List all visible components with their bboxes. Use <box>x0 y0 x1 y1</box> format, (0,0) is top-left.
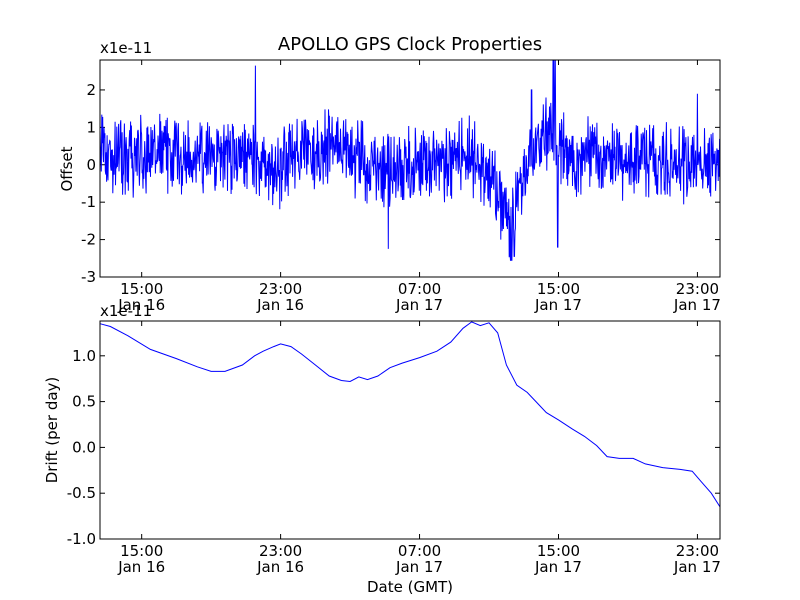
offset-line <box>99 59 721 261</box>
drift-x-label: Date (GMT) <box>367 578 453 596</box>
drift-y-multiplier: x1e-11 <box>100 302 152 320</box>
offset-x-tick-date: Jan 17 <box>534 296 582 314</box>
drift-plot-frame <box>99 320 721 540</box>
offset-y-multiplier: x1e-11 <box>100 39 152 57</box>
offset-plot-frame <box>99 59 721 278</box>
drift-y-label: Drift (per day) <box>43 377 61 484</box>
offset-y-tick-label: -3 <box>81 268 96 286</box>
drift-y-tick-label: 0.0 <box>72 438 96 456</box>
drift-x-tick-date: Jan 16 <box>117 558 165 576</box>
drift-y-tick-label: 0.5 <box>72 393 96 411</box>
drift-x-tick-date: Jan 16 <box>256 558 304 576</box>
drift-x-tick-time: 23:00 <box>676 542 719 560</box>
offset-y-tick-labels: -3 -2 -1 0 1 2 <box>81 81 96 286</box>
drift-y-tick-labels: -1.0 -0.5 0.0 0.5 1.0 <box>67 347 96 548</box>
offset-x-tick-date: Jan 17 <box>395 296 443 314</box>
offset-y-label: Offset <box>58 146 76 191</box>
drift-x-tick-date: Jan 17 <box>534 558 582 576</box>
offset-x-tick-time: 23:00 <box>259 280 302 298</box>
offset-y-tick-label: -2 <box>81 231 96 249</box>
offset-x-tick-date: Jan 16 <box>256 296 304 314</box>
offset-x-tick-time: 07:00 <box>398 280 441 298</box>
offset-y-tick-label: 1 <box>86 118 96 136</box>
figure-title: APOLLO GPS Clock Properties <box>278 34 542 55</box>
offset-x-tick-time: 15:00 <box>537 280 580 298</box>
drift-x-tick-date: Jan 17 <box>395 558 443 576</box>
offset-x-tick-time: 15:00 <box>120 280 163 298</box>
drift-x-tick-time: 07:00 <box>398 542 441 560</box>
drift-y-tick-label: 1.0 <box>72 347 96 365</box>
drift-x-tick-date: Jan 17 <box>673 558 721 576</box>
offset-x-tick-time: 23:00 <box>676 280 719 298</box>
drift-y-tick-label: -1.0 <box>67 530 96 548</box>
offset-x-tick-date: Jan 17 <box>673 296 721 314</box>
drift-line <box>99 321 721 508</box>
offset-y-tick-label: 2 <box>86 81 96 99</box>
offset-x-tick-date: Jan 16 <box>117 296 165 314</box>
drift-y-tick-label: -0.5 <box>67 484 96 502</box>
drift-x-tick-time: 23:00 <box>259 542 302 560</box>
drift-x-tick-time: 15:00 <box>537 542 580 560</box>
offset-y-tick-label: -1 <box>81 193 96 211</box>
drift-ticks <box>100 321 720 540</box>
drift-x-tick-time: 15:00 <box>120 542 163 560</box>
offset-y-tick-label: 0 <box>86 156 96 174</box>
